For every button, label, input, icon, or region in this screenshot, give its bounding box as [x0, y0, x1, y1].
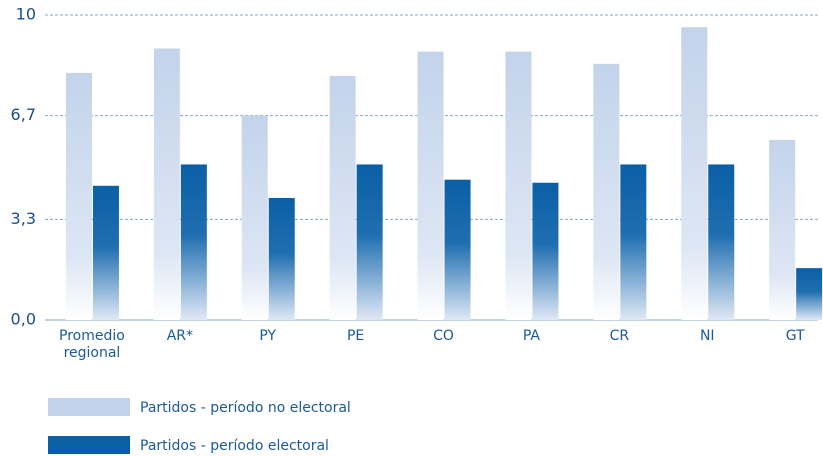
legend-swatch — [48, 436, 130, 454]
bar — [796, 268, 823, 320]
y-tick-label: 10 — [16, 5, 36, 24]
bar — [444, 179, 471, 320]
y-tick-label: 6,7 — [11, 105, 36, 124]
bar — [92, 185, 119, 320]
bar — [180, 164, 207, 320]
x-tick-label: PY — [259, 328, 277, 344]
x-tick-label: CO — [433, 328, 454, 344]
legend-label: Partidos - período electoral — [140, 438, 329, 454]
x-tick-label: CR — [609, 328, 630, 344]
bar — [153, 48, 180, 321]
bar — [329, 76, 356, 320]
x-tick-label: NI — [699, 328, 715, 344]
bar — [241, 115, 268, 321]
bar — [593, 63, 620, 321]
bar — [505, 51, 532, 320]
bar — [532, 182, 559, 320]
x-tick-label: AR* — [166, 328, 193, 344]
y-tick-label: 0,0 — [11, 310, 36, 329]
bar — [681, 27, 708, 320]
x-tick-label: Promedio regional — [59, 328, 125, 361]
bar — [268, 198, 295, 320]
legend-swatch — [48, 398, 130, 416]
legend-label: Partidos - período no electoral — [140, 400, 351, 416]
x-tick-label: PA — [522, 328, 540, 344]
y-tick-label: 3,3 — [11, 209, 36, 228]
x-tick-label: GT — [785, 328, 805, 344]
bar — [708, 164, 735, 320]
bar — [356, 164, 383, 320]
bar — [417, 51, 444, 320]
bar — [65, 72, 92, 320]
x-tick-label: PE — [346, 328, 365, 344]
bar — [769, 140, 796, 320]
bar — [620, 164, 647, 320]
